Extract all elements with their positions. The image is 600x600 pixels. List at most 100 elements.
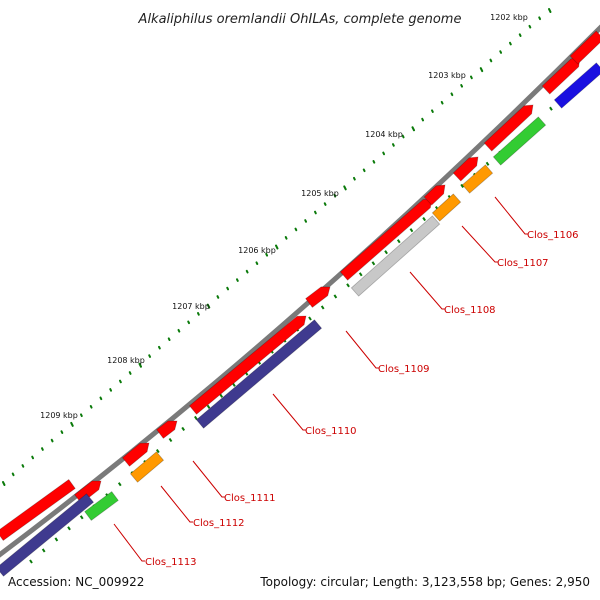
ruler-tick [206, 303, 211, 309]
inner-tick [79, 515, 84, 520]
ruler-tick [284, 236, 288, 240]
label-leaders [113, 196, 528, 562]
inner-tick [232, 382, 236, 387]
ruler-label: 1206 kbp [238, 246, 276, 255]
inner-tick [117, 482, 122, 487]
ruler-dots [2, 8, 552, 486]
gene-label: Clos_1110 [305, 426, 357, 437]
gene-label: Clos_1106 [527, 230, 579, 241]
gene-bar-reverse [0, 493, 95, 577]
gene-bar-forward [74, 480, 102, 504]
inner-tick [181, 426, 186, 432]
label-leader-line [345, 330, 379, 369]
ruler-tick [265, 252, 269, 257]
inner-tick [219, 393, 224, 398]
ruler-tick [333, 193, 337, 198]
ruler-tick [460, 84, 464, 88]
inner-tick [320, 305, 325, 310]
gene-labels: Clos_1106 Clos_1107 Clos_1108 Clos_1109 Clos… [145, 230, 579, 568]
gene-bar-forward [483, 104, 534, 152]
inner-tick [460, 183, 465, 189]
gene-bar-forward [569, 30, 600, 65]
gene-bar-reverse [492, 116, 547, 166]
gene-bar-forward [188, 315, 307, 415]
ruler-tick [31, 455, 35, 460]
ruler-label: 1202 kbp [490, 13, 528, 22]
ruler-tick [60, 430, 64, 434]
label-leader-line [160, 485, 193, 523]
ruler-labels: 1202 kbp 1203 kbp 1204 kbp 1205 kbp 1206 kbp… [40, 13, 528, 420]
ruler-tick [158, 345, 161, 350]
inner-tick [308, 316, 312, 321]
ruler-tick [89, 404, 93, 409]
inner-tick [384, 250, 388, 255]
ruler-tick [314, 210, 317, 215]
ruler-tick [431, 109, 434, 113]
ruler-label: 1204 kbp [365, 130, 403, 139]
ruler-label: 1205 kbp [301, 189, 339, 198]
inner-tick [29, 559, 33, 564]
ruler-tick [343, 185, 347, 191]
gene-label: Clos_1109 [378, 364, 430, 375]
ruler-tick [50, 438, 54, 443]
inner-tick [549, 106, 553, 111]
ruler-tick [11, 472, 15, 477]
label-leader-line [461, 225, 498, 263]
inner-tick [396, 239, 401, 244]
ruler-tick [499, 50, 503, 54]
ruler-tick [226, 286, 230, 291]
gene-label: Clos_1113 [145, 557, 197, 568]
gene-bar-forward [121, 442, 150, 467]
ruler-tick [80, 413, 83, 418]
ruler-tick [138, 362, 142, 368]
inner-tick [485, 161, 490, 166]
ruler-tick [528, 24, 532, 29]
ruler-tick [411, 126, 415, 132]
ruler-tick [275, 244, 279, 250]
ruler-tick [392, 143, 395, 147]
ruler-tick [538, 16, 542, 21]
ruler-tick [197, 312, 200, 316]
gene-bar-reverse [350, 215, 441, 297]
ruler-tick [382, 151, 386, 156]
ruler-tick [323, 202, 327, 206]
gene-label: Clos_1112 [193, 518, 245, 529]
ruler-tick [41, 447, 44, 451]
ruler-tick [353, 176, 356, 181]
inner-tick [422, 217, 426, 222]
ruler-tick [518, 33, 522, 37]
gene-bar-reverse [431, 193, 462, 222]
ruler-tick [372, 160, 376, 164]
inner-tick [409, 228, 414, 233]
ruler-tick [70, 421, 74, 427]
gene-bar-reverse [195, 319, 323, 429]
inner-tick [54, 537, 59, 542]
ruler-tick [99, 396, 103, 401]
gene-label: Clos_1111 [224, 493, 276, 504]
ruler-tick [548, 8, 552, 13]
ruler-tick [128, 371, 132, 375]
ruler-tick [177, 328, 181, 333]
label-leader-line [192, 460, 225, 498]
accession-text: Accession: NC_009922 [8, 575, 144, 589]
label-leader-line [272, 393, 306, 431]
inner-tick [168, 437, 173, 443]
ruler-label: 1203 kbp [428, 71, 466, 80]
gene-features [0, 30, 600, 577]
map-title: Alkaliphilus oremlandii OhILAs, complete… [138, 12, 462, 27]
gene-label: Clos_1108 [444, 305, 496, 316]
ruler-tick [440, 100, 444, 105]
ruler-tick [2, 481, 6, 486]
ruler-tick [362, 168, 366, 173]
ruler-tick [245, 269, 249, 274]
topology-text: Topology: circular; Length: 3,123,558 bp… [259, 575, 590, 589]
ruler-tick [109, 388, 113, 392]
gene-bar-reverse [84, 491, 119, 521]
ruler-tick [216, 295, 220, 299]
ruler-label: 1208 kbp [107, 356, 145, 365]
ruler-tick [304, 219, 308, 223]
gene-label: Clos_1107 [497, 258, 549, 269]
gene-bar-forward [156, 420, 178, 439]
